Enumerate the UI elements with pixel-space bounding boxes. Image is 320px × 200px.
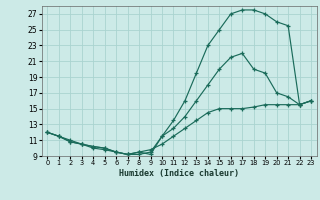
X-axis label: Humidex (Indice chaleur): Humidex (Indice chaleur) [119, 169, 239, 178]
